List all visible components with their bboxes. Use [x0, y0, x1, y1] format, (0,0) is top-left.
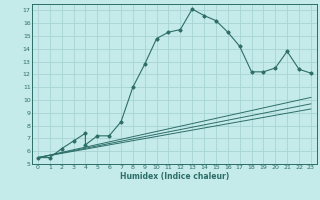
X-axis label: Humidex (Indice chaleur): Humidex (Indice chaleur) [120, 172, 229, 181]
